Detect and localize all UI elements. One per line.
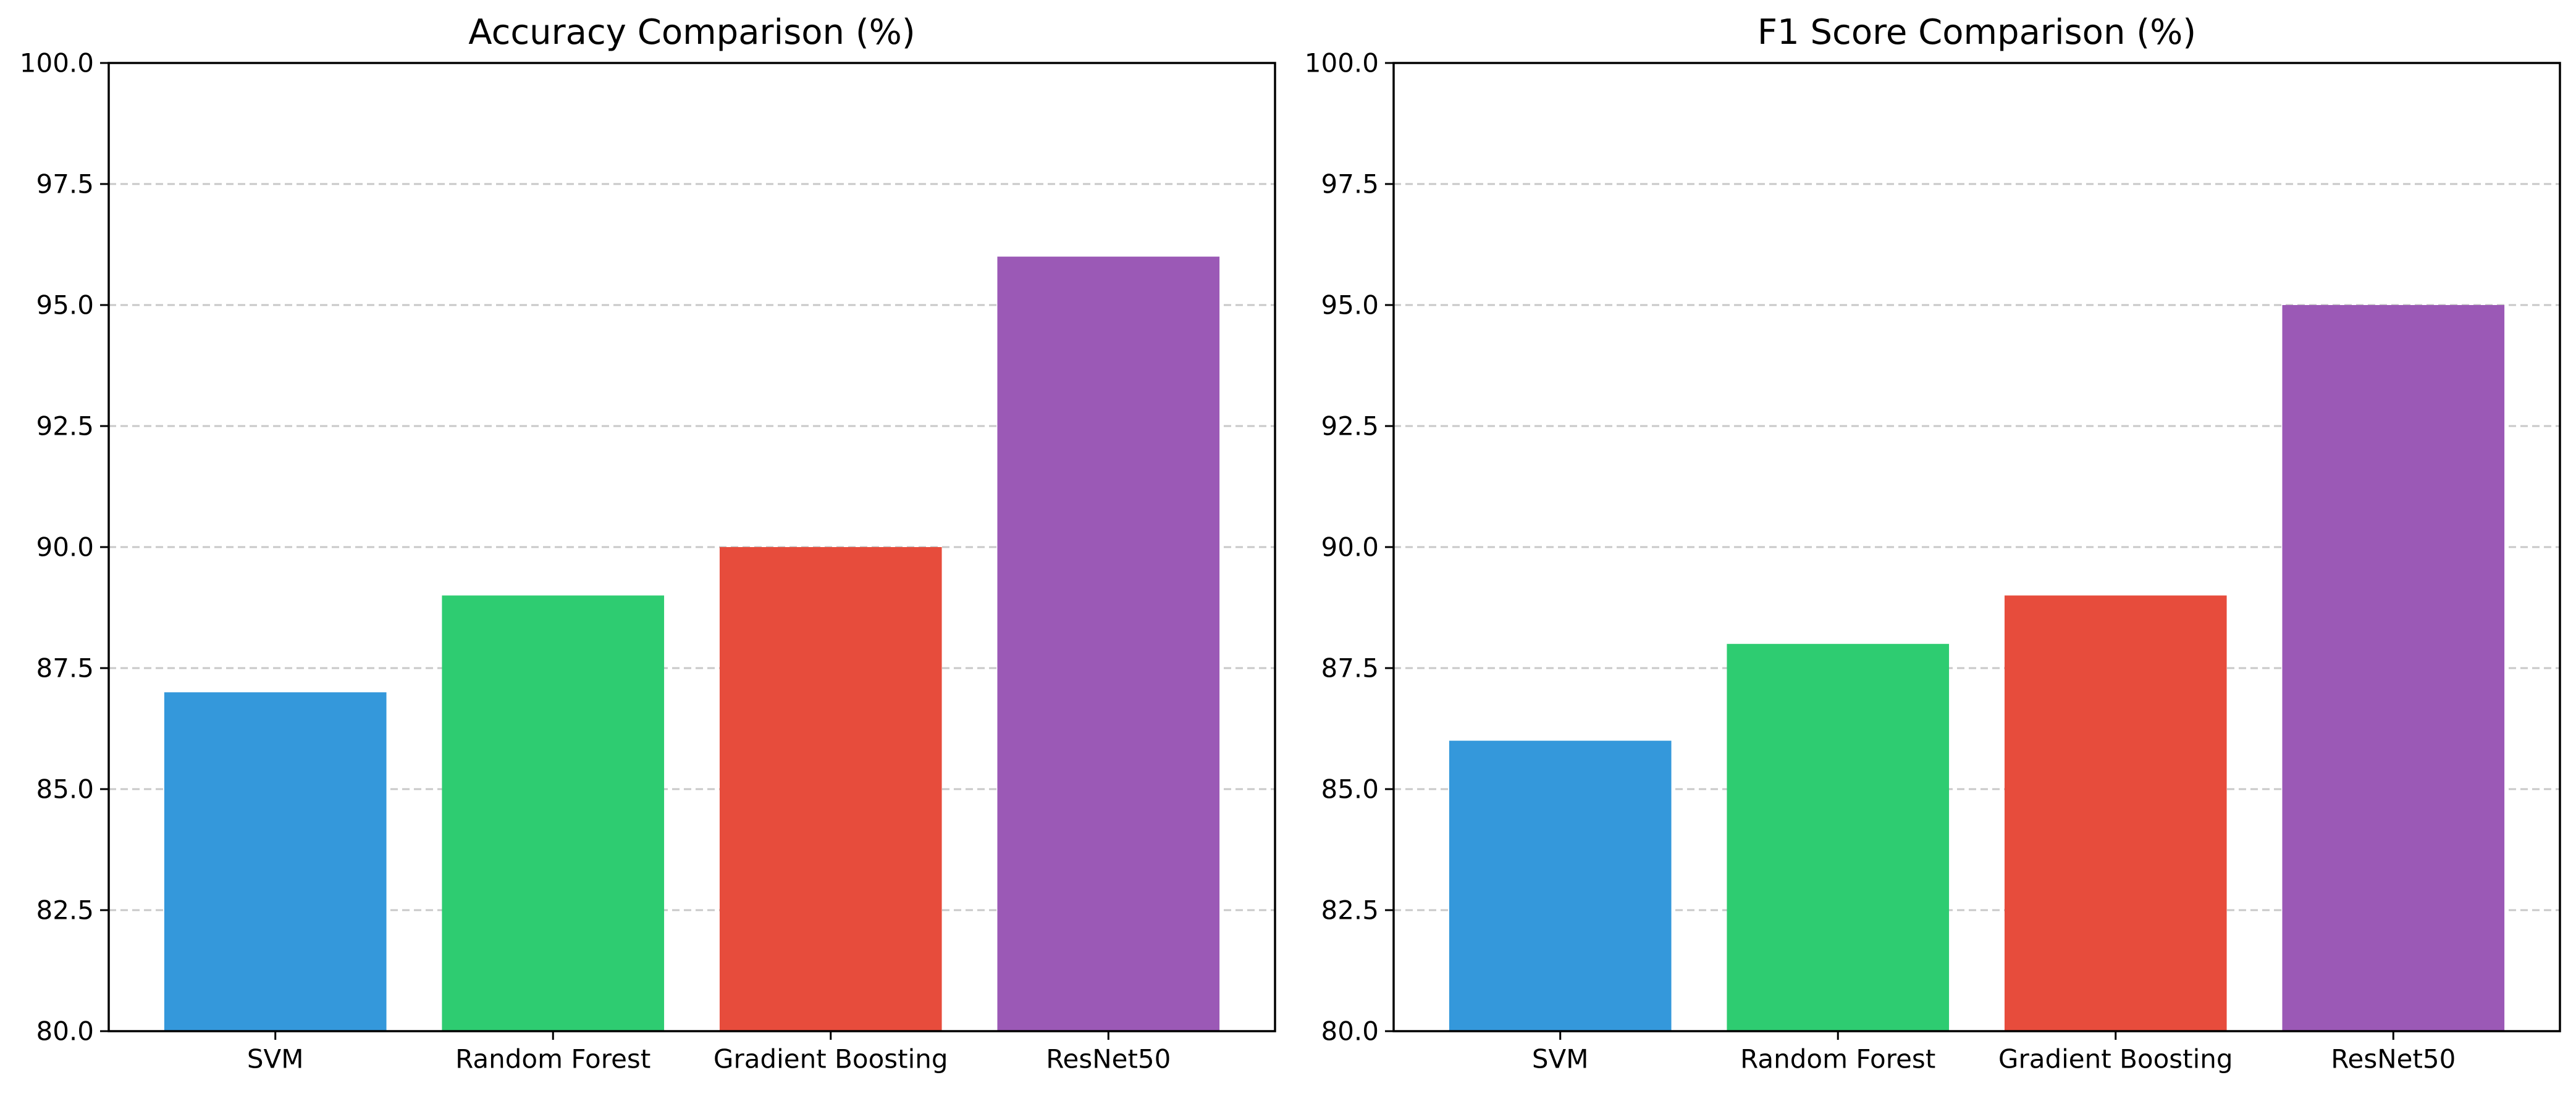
bar-random-forest bbox=[442, 595, 665, 1031]
chart-panel-2: 80.0 82.5 85.0 87.5 90.0 92.5 95.0 97.5 100.0 SVM… bbox=[1305, 12, 2561, 1074]
y-tick-label: 87.5 bbox=[36, 653, 94, 684]
chart-title: Accuracy Comparison (%) bbox=[468, 12, 915, 52]
y-tick-label: 85.0 bbox=[36, 774, 94, 805]
x-tick-label: Gradient Boosting bbox=[1998, 1044, 2233, 1074]
y-tick-label: 97.5 bbox=[36, 169, 94, 199]
y-tick-label: 82.5 bbox=[36, 895, 94, 926]
y-tick-label: 97.5 bbox=[1321, 169, 1379, 199]
y-tick-label: 80.0 bbox=[1321, 1016, 1379, 1047]
y-tick-label: 92.5 bbox=[1321, 411, 1379, 441]
x-tick-label: Random Forest bbox=[455, 1044, 650, 1074]
chart-panel-1: 80.0 82.5 85.0 87.5 90.0 92.5 95.0 97.5 100.0 SVM… bbox=[20, 12, 1276, 1074]
x-tick-label: ResNet50 bbox=[1046, 1044, 1171, 1074]
chart-title: F1 Score Comparison (%) bbox=[1757, 12, 2196, 52]
y-tick-label: 100.0 bbox=[1305, 48, 1379, 78]
axes-frame bbox=[1392, 62, 2561, 1032]
y-tick-label: 92.5 bbox=[36, 411, 94, 441]
bar-gradient-boosting bbox=[2004, 595, 2227, 1031]
bar-resnet50 bbox=[997, 256, 1220, 1032]
bar-resnet50 bbox=[2282, 305, 2505, 1031]
y-tick-label: 95.0 bbox=[36, 290, 94, 320]
y-tick-label: 82.5 bbox=[1321, 895, 1379, 926]
x-tick-label: Gradient Boosting bbox=[713, 1044, 948, 1074]
x-tick-label: ResNet50 bbox=[2331, 1044, 2456, 1074]
axes-frame bbox=[107, 62, 1276, 1032]
y-tick-label: 90.0 bbox=[1321, 532, 1379, 563]
x-tick-label: SVM bbox=[1532, 1044, 1589, 1074]
y-tick-label: 90.0 bbox=[36, 532, 94, 563]
bar-svm bbox=[164, 692, 387, 1031]
y-tick-label: 100.0 bbox=[20, 48, 94, 78]
bar-svm bbox=[1449, 740, 1672, 1031]
y-tick-label: 80.0 bbox=[36, 1016, 94, 1047]
x-tick-label: SVM bbox=[247, 1044, 304, 1074]
y-tick-label: 87.5 bbox=[1321, 653, 1379, 684]
bar-gradient-boosting bbox=[719, 547, 942, 1031]
y-tick-label: 95.0 bbox=[1321, 290, 1379, 320]
bar-random-forest bbox=[1727, 643, 1950, 1031]
y-tick-label: 85.0 bbox=[1321, 774, 1379, 805]
x-tick-label: Random Forest bbox=[1740, 1044, 1935, 1074]
